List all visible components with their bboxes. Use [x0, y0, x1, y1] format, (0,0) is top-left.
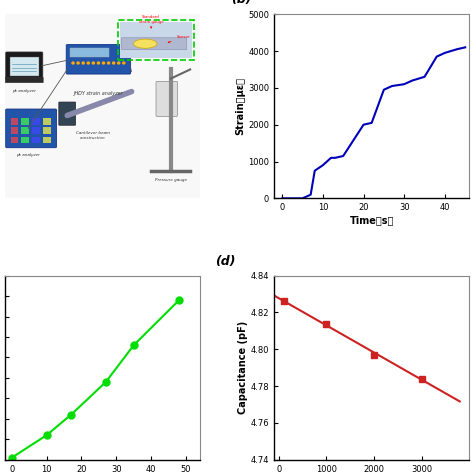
FancyBboxPatch shape	[66, 45, 131, 74]
FancyBboxPatch shape	[32, 128, 40, 134]
FancyBboxPatch shape	[6, 52, 43, 80]
FancyBboxPatch shape	[32, 118, 40, 125]
Ellipse shape	[102, 61, 105, 64]
Ellipse shape	[117, 61, 120, 64]
Ellipse shape	[91, 61, 95, 64]
FancyBboxPatch shape	[10, 137, 18, 143]
Text: (b): (b)	[231, 0, 252, 6]
FancyBboxPatch shape	[6, 109, 56, 148]
FancyBboxPatch shape	[21, 118, 29, 125]
Ellipse shape	[97, 61, 100, 64]
FancyBboxPatch shape	[21, 128, 29, 134]
Ellipse shape	[76, 61, 80, 64]
FancyBboxPatch shape	[70, 48, 109, 57]
FancyBboxPatch shape	[43, 128, 51, 134]
FancyBboxPatch shape	[43, 118, 51, 125]
Text: Sensor: Sensor	[168, 35, 190, 43]
Ellipse shape	[87, 61, 90, 64]
X-axis label: Time（s）: Time（s）	[349, 215, 394, 225]
Ellipse shape	[134, 39, 157, 48]
FancyBboxPatch shape	[43, 137, 51, 143]
FancyBboxPatch shape	[10, 128, 18, 134]
Ellipse shape	[71, 61, 75, 64]
Text: pk analyzer: pk analyzer	[16, 153, 40, 157]
FancyBboxPatch shape	[9, 56, 39, 76]
FancyBboxPatch shape	[10, 118, 18, 125]
FancyBboxPatch shape	[5, 77, 43, 82]
FancyBboxPatch shape	[120, 22, 192, 58]
Text: Standard
strain gauge: Standard strain gauge	[139, 15, 164, 28]
Y-axis label: Strain（με）: Strain（με）	[235, 77, 246, 135]
FancyBboxPatch shape	[32, 137, 40, 143]
Y-axis label: Capacitance (pF): Capacitance (pF)	[238, 321, 248, 414]
Text: pk analyzer: pk analyzer	[12, 89, 36, 93]
FancyBboxPatch shape	[156, 82, 177, 117]
Ellipse shape	[107, 61, 110, 64]
FancyBboxPatch shape	[59, 102, 75, 125]
Text: JHDY strain analyzer: JHDY strain analyzer	[73, 91, 123, 96]
Ellipse shape	[112, 61, 115, 64]
Ellipse shape	[82, 61, 85, 64]
Ellipse shape	[122, 61, 126, 64]
Text: Cantilever beam
construction: Cantilever beam construction	[75, 131, 109, 140]
FancyBboxPatch shape	[21, 137, 29, 143]
Text: Pressure gauge: Pressure gauge	[155, 178, 187, 182]
FancyBboxPatch shape	[121, 38, 187, 50]
Text: (d): (d)	[216, 255, 236, 268]
